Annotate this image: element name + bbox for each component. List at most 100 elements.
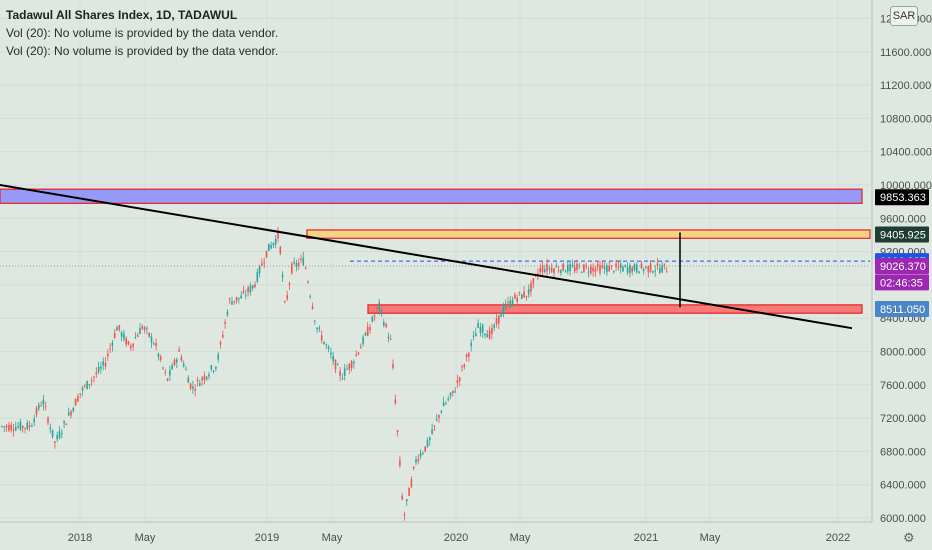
candle-body — [203, 375, 206, 381]
candle-body — [458, 377, 461, 381]
candle-body — [58, 431, 61, 438]
symbol-title[interactable]: Tadawul All Shares Index, 1D, TADAWUL — [6, 8, 238, 22]
candle-body — [560, 269, 562, 274]
x-tick-label: 2022 — [826, 532, 850, 544]
candle-body — [210, 365, 213, 370]
candle-body — [369, 327, 371, 331]
candle-body — [567, 264, 569, 272]
currency-button[interactable]: SAR — [890, 6, 918, 26]
candle-body — [323, 341, 325, 344]
y-tick-label: 11600.000 — [880, 47, 931, 59]
y-tick-label: 8000.000 — [880, 347, 926, 359]
candle-body — [613, 271, 615, 273]
candle-body — [647, 266, 650, 273]
candle-body — [590, 266, 592, 274]
candle-body — [509, 300, 512, 307]
candle-body — [346, 368, 348, 370]
candle-body — [171, 365, 173, 370]
candle-body — [38, 404, 40, 409]
candle-body — [309, 295, 311, 297]
candle-body — [192, 386, 194, 389]
candle-body — [608, 265, 610, 272]
candle-body — [488, 330, 491, 339]
candle-body — [155, 343, 157, 347]
candle-body — [74, 399, 77, 406]
candle-body — [642, 269, 645, 271]
candle-body — [127, 341, 130, 345]
candle-body — [394, 399, 397, 404]
zone-rect — [306, 229, 871, 239]
price-label: 9853.363 — [880, 192, 926, 204]
candle-body — [189, 383, 192, 389]
candle-body — [339, 370, 341, 376]
candle-body — [268, 243, 270, 251]
candle-body — [281, 274, 284, 278]
y-tick-label: 11200.000 — [880, 80, 931, 92]
candle-body — [576, 263, 578, 270]
candle-body — [392, 364, 394, 368]
candle-body — [461, 366, 463, 368]
candle-body — [19, 421, 22, 430]
candle-body — [327, 346, 330, 349]
candle-body — [238, 297, 240, 299]
candle-body — [54, 441, 56, 443]
candle-body — [316, 327, 318, 330]
candle-body — [445, 402, 447, 405]
candle-body — [21, 425, 24, 429]
candle-body — [201, 377, 203, 381]
x-tick-label: May — [322, 532, 343, 544]
candle-body — [638, 271, 640, 274]
candle-body — [500, 311, 502, 317]
candle-body — [366, 326, 369, 336]
candle-body — [557, 270, 560, 272]
candle-body — [224, 321, 226, 324]
candle-body — [17, 425, 19, 428]
candle-body — [261, 263, 263, 266]
candle-body — [498, 315, 500, 324]
candle-body — [376, 307, 378, 309]
candle-body — [332, 356, 334, 361]
candle-body — [90, 380, 93, 382]
candle-body — [378, 302, 380, 310]
volume-study-1[interactable]: Vol (20): No volume is provided by the d… — [6, 26, 279, 40]
candle-body — [293, 261, 295, 264]
candle-body — [373, 315, 376, 317]
candle-body — [63, 421, 65, 424]
candle-body — [159, 356, 162, 361]
candle-body — [251, 285, 254, 289]
candle-body — [406, 499, 408, 502]
candle-body — [182, 363, 185, 367]
candle-body — [228, 298, 231, 300]
candle-body — [541, 265, 544, 273]
price-label-bg — [875, 189, 929, 206]
candle-body — [403, 514, 406, 516]
candle-body — [100, 366, 102, 369]
price-label: 8511.050 — [880, 304, 925, 316]
volume-study-2[interactable]: Vol (20): No volume is provided by the d… — [6, 44, 279, 58]
candle-body — [249, 285, 252, 293]
candle-body — [304, 268, 307, 270]
candle-body — [297, 262, 300, 266]
candle-body — [217, 354, 219, 360]
candle-body — [8, 424, 10, 431]
candle-body — [263, 262, 265, 264]
candle-body — [396, 430, 399, 432]
candle-body — [481, 324, 484, 333]
y-tick-label: 9600.000 — [880, 213, 926, 225]
candle-body — [314, 320, 316, 322]
candle-body — [659, 268, 661, 273]
candle-body — [619, 263, 622, 268]
candle-body — [470, 342, 472, 347]
candle-body — [176, 359, 178, 363]
y-tick-label: 10800.000 — [880, 113, 932, 125]
candle-body — [219, 342, 222, 345]
candle-body — [26, 422, 29, 430]
candle-body — [245, 294, 247, 296]
candle-body — [550, 268, 553, 272]
candle-body — [77, 396, 79, 402]
candle-body — [495, 318, 498, 325]
candle-body — [633, 264, 636, 271]
candle-body — [1, 425, 3, 427]
